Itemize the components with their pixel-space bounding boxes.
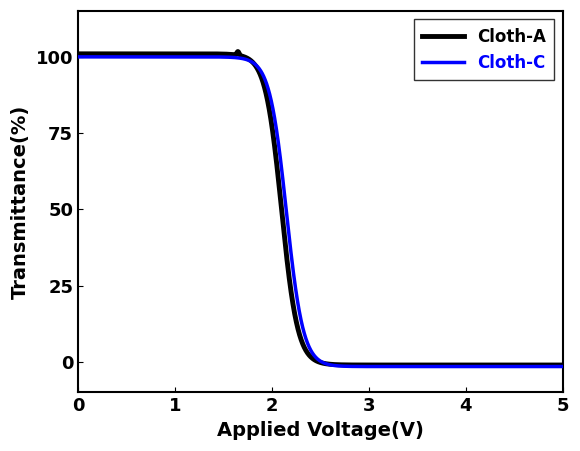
- Cloth-A: [498, 362, 505, 368]
- Cloth-A: [158, 51, 165, 56]
- Cloth-C: [75, 54, 82, 60]
- Cloth-C: [158, 54, 165, 60]
- Cloth-A: [130, 51, 137, 56]
- Cloth-C: [559, 364, 566, 369]
- Line: Cloth-C: Cloth-C: [78, 57, 563, 367]
- Cloth-A: [260, 83, 267, 88]
- Legend: Cloth-A, Cloth-C: Cloth-A, Cloth-C: [414, 19, 554, 80]
- Y-axis label: Transmittance(%): Transmittance(%): [11, 105, 30, 299]
- X-axis label: Applied Voltage(V): Applied Voltage(V): [217, 421, 424, 440]
- Cloth-A: [234, 49, 241, 54]
- Cloth-C: [281, 195, 288, 200]
- Cloth-C: [130, 54, 137, 60]
- Cloth-A: [550, 362, 557, 368]
- Cloth-A: [281, 239, 288, 245]
- Cloth-C: [498, 364, 505, 369]
- Line: Cloth-A: Cloth-A: [78, 51, 563, 365]
- Cloth-A: [559, 362, 566, 368]
- Cloth-C: [550, 364, 557, 369]
- Cloth-C: [260, 74, 267, 79]
- Cloth-A: [75, 51, 82, 56]
